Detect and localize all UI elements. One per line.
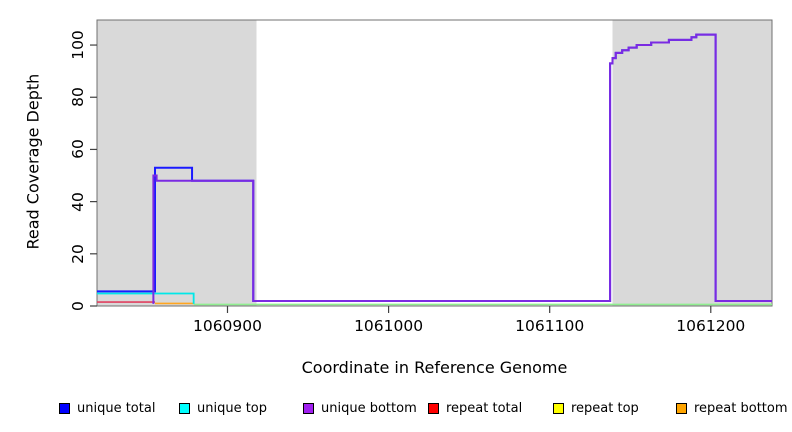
legend-item-repeat-bottom: repeat bottom — [676, 400, 788, 416]
legend-item-unique-top: unique top — [179, 400, 268, 416]
y-tick-label: 80 — [69, 87, 87, 108]
legend-swatch-icon — [553, 402, 564, 414]
legend-swatch-icon — [179, 402, 190, 414]
legend-label: repeat total — [446, 400, 523, 416]
repeat-region-left — [97, 20, 257, 306]
y-axis-title: Read Coverage Depth — [23, 73, 43, 250]
legend-label: repeat bottom — [694, 400, 788, 416]
legend-item-repeat-top: repeat top — [553, 400, 639, 416]
legend-item-unique-total: unique total — [59, 400, 156, 416]
x-tick-label: 1060900 — [192, 317, 262, 335]
legend-swatch-icon — [303, 402, 314, 414]
legend-label: unique top — [197, 400, 268, 416]
legend-swatch-icon — [676, 402, 687, 414]
legend-item-repeat-total: repeat total — [428, 400, 523, 416]
repeat-region-right — [612, 20, 772, 306]
y-tick-label: 100 — [69, 30, 87, 60]
x-tick-label: 1061100 — [515, 317, 585, 335]
legend-label: unique total — [77, 400, 156, 416]
legend-swatch-icon — [59, 402, 70, 414]
series-unique-top — [97, 292, 195, 304]
x-axis-title: Coordinate in Reference Genome — [301, 358, 568, 377]
legend-item-unique-bottom: unique bottom — [303, 400, 417, 416]
y-tick-label: 20 — [69, 243, 87, 264]
y-tick-label: 0 — [69, 301, 87, 311]
legend-swatch-icon — [428, 402, 439, 414]
legend-label: repeat top — [571, 400, 639, 416]
y-tick-label: 60 — [69, 139, 87, 160]
series-unique-bottom — [152, 33, 772, 304]
legend-label: unique bottom — [321, 400, 417, 416]
plot-box — [96, 19, 773, 307]
x-tick-label: 1061000 — [354, 317, 424, 335]
y-tick-label: 40 — [69, 191, 87, 212]
x-tick-label: 1061200 — [676, 317, 746, 335]
